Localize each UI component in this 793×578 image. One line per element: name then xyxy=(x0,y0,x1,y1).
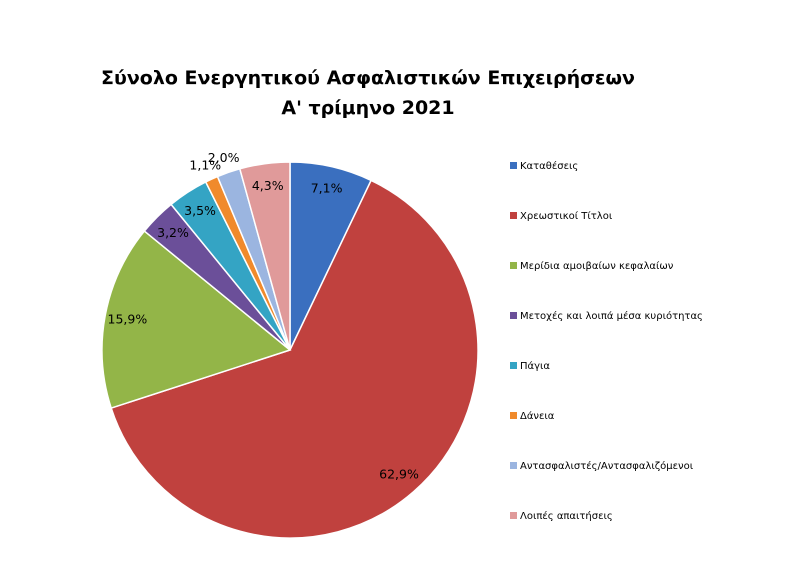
pie-slice xyxy=(110,179,479,539)
chart-title: Σύνολο Ενεργητικού Ασφαλιστικών Επιχειρή… xyxy=(101,67,635,89)
legend-label: Μετοχές και λοιπά μέσα κυριότητας xyxy=(520,310,703,322)
data-label: 1,1% xyxy=(189,157,221,172)
data-label: 3,2% xyxy=(157,225,189,240)
legend-swatch xyxy=(510,412,517,419)
legend-swatch xyxy=(510,362,517,369)
data-label: 3,5% xyxy=(184,203,216,218)
legend-swatch xyxy=(510,212,517,219)
legend-label: Δάνεια xyxy=(520,410,555,422)
legend-swatch xyxy=(510,312,517,319)
legend-swatch xyxy=(510,262,517,269)
pie-slice xyxy=(238,161,291,351)
legend-label: Μερίδια αμοιβαίων κεφαλαίων xyxy=(520,260,674,272)
chart-subtitle: Α' τρίμηνο 2021 xyxy=(281,97,454,119)
data-label: 2,0% xyxy=(208,150,240,165)
legend-label: Χρεωστικοί Τίτλοι xyxy=(520,210,613,222)
pie-slice xyxy=(101,230,292,410)
legend-swatch xyxy=(510,512,517,519)
data-label: 15,9% xyxy=(108,312,148,327)
data-label: 7,1% xyxy=(311,181,343,196)
data-label: 62,9% xyxy=(379,466,419,481)
legend-swatch xyxy=(510,162,517,169)
legend-label: Πάγια xyxy=(520,360,550,372)
data-label: 4,3% xyxy=(252,178,284,193)
legend-label: Καταθέσεις xyxy=(520,160,578,172)
legend-swatch xyxy=(510,462,517,469)
legend-label: Λοιπές απαιτήσεις xyxy=(520,510,613,522)
legend-label: Αντασφαλιστές/Αντασφαλιζόμενοι xyxy=(520,460,694,472)
